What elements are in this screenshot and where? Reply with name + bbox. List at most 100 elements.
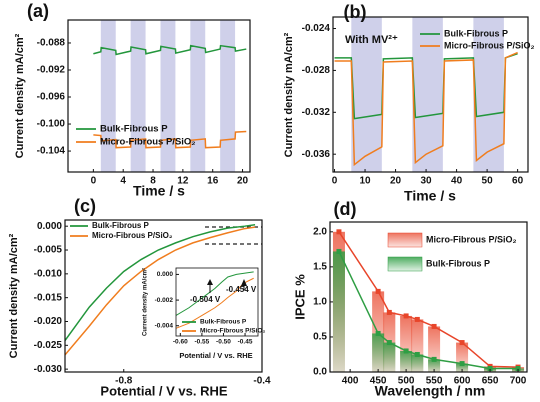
- series-line: [176, 271, 254, 316]
- annotation: -0.454 V: [226, 285, 257, 294]
- x-tick-label: -0.60: [173, 339, 188, 346]
- y-tick-label: -0.002: [155, 297, 174, 304]
- bar: [428, 359, 441, 372]
- x-tick-label: 0: [332, 176, 338, 187]
- panel: 0 4 8 12 16 20 -0.088 -0.092 -0.096 -0.100 -0.104 (…: [14, 1, 251, 199]
- panel-title: (a): [27, 1, 49, 21]
- annotation: With MV²⁺: [345, 34, 398, 46]
- y-tick-label: -0.015: [34, 292, 63, 303]
- legend-label: Micro-Fibrous P/SiO₂: [92, 231, 173, 240]
- marker: [336, 248, 342, 254]
- series-line: [93, 130, 247, 149]
- x-tick-label: 12: [177, 176, 189, 187]
- annotation: -0.504 V: [190, 295, 221, 304]
- axes-frame: [175, 267, 259, 337]
- legend-label: Bulk-Fibrous P: [444, 28, 508, 38]
- marker: [414, 316, 420, 322]
- x-axis-label: Time / s: [404, 188, 456, 204]
- x-tick-label: 4: [120, 176, 126, 187]
- y-tick-label: 1.5: [313, 262, 327, 273]
- x-tick-label: 650: [482, 376, 499, 387]
- marker: [403, 313, 409, 319]
- x-tick-label: 60: [512, 176, 524, 187]
- axes-frame: [329, 221, 528, 373]
- marker: [487, 365, 493, 371]
- bar: [456, 363, 469, 372]
- light-on-band: [220, 20, 236, 172]
- marker: [414, 351, 420, 357]
- marker: [403, 348, 409, 354]
- marker: [336, 229, 342, 235]
- series-line: [93, 44, 247, 56]
- y-tick-label: -0.020: [34, 316, 63, 327]
- y-tick-label: -0.028: [302, 65, 331, 76]
- y-tick-label: 2.0: [313, 226, 327, 237]
- y-axis-label: Current density mA/cm²: [142, 268, 149, 336]
- series-line: [65, 226, 256, 356]
- plot-area: [334, 17, 518, 172]
- y-axis-label: IPCE %: [292, 274, 307, 320]
- series-line: [334, 52, 518, 120]
- series-line: [176, 277, 254, 329]
- legend-swatch: [387, 232, 423, 248]
- axes-frame: [67, 19, 251, 173]
- y-tick-label: -0.025: [34, 340, 63, 351]
- legend-swatch: [387, 256, 423, 272]
- marker: [386, 340, 392, 346]
- x-tick-label: -0.55: [194, 339, 209, 346]
- legend-label: Micro-Fibrous P/SiO₂: [100, 137, 196, 148]
- panel: -0.60 -0.55 -0.50 -0.45 0.000 -0.002 -0.004 Pot…: [142, 267, 265, 360]
- x-tick-label: -0.45: [238, 339, 253, 346]
- y-axis-label: Current density mA/cm²: [14, 33, 26, 158]
- x-axis-label: Potential / V vs. RHE: [100, 383, 227, 398]
- light-on-band: [100, 20, 116, 172]
- legend-label: Bulk-Fibrous P: [92, 221, 150, 230]
- y-tick-label: -0.004: [155, 322, 174, 329]
- x-axis-label: Time / s: [133, 183, 185, 199]
- y-axis-label: Current density mA/cm²: [283, 32, 295, 157]
- bar: [411, 354, 424, 372]
- y-tick-label: -0.036: [302, 149, 331, 160]
- y-axis-label: Current density mA/cm²: [8, 233, 20, 358]
- bar: [372, 333, 385, 372]
- y-tick-label: 0.0: [313, 367, 327, 378]
- marker: [515, 365, 521, 371]
- legend-label: Bulk-Fibrous P: [100, 124, 168, 135]
- light-on-band: [412, 17, 443, 172]
- y-tick-label: -0.088: [37, 38, 66, 49]
- axes-frame: [64, 219, 263, 373]
- light-on-band: [351, 17, 382, 172]
- plot-area: [176, 271, 254, 329]
- x-tick-label: 700: [510, 376, 527, 387]
- legend-label: Bulk-Fibrous P: [200, 319, 247, 326]
- y-tick-label: -0.092: [37, 65, 66, 76]
- marker: [375, 330, 381, 336]
- x-tick-label: 550: [426, 376, 443, 387]
- x-tick-label: 20: [390, 176, 402, 187]
- light-on-band: [190, 20, 206, 172]
- panel-title: (b): [344, 2, 367, 22]
- x-tick-label: 0: [91, 176, 97, 187]
- x-tick-label: 500: [398, 376, 415, 387]
- bar: [383, 342, 396, 372]
- x-tick-label: -0.8: [115, 376, 133, 387]
- plot-area: [93, 20, 247, 172]
- x-tick-label: 8: [150, 176, 156, 187]
- panel: 400 450 500 550 600 650 700 0.0 0.5 1.0 1.5 2.0 (d) W…: [292, 199, 528, 399]
- legend-label: Micro-Fibrous P/SiO₂: [200, 328, 265, 335]
- y-tick-label: 0.5: [313, 332, 327, 343]
- panel: 0 10 20 30 40 50 60 -0.024 -0.028 -0.032 -0.036 (b)…: [283, 2, 535, 204]
- y-tick-label: -0.100: [37, 119, 66, 130]
- series-line: [65, 224, 256, 341]
- marker: [375, 288, 381, 294]
- x-tick-label: 20: [237, 176, 249, 187]
- x-tick-label: 450: [370, 376, 387, 387]
- x-axis-label: Potential / V vs. RHE: [179, 351, 252, 360]
- marker: [459, 361, 465, 367]
- y-tick-label: -0.024: [302, 23, 331, 34]
- x-tick-label: 30: [421, 176, 433, 187]
- arrow-head: [241, 279, 247, 286]
- series-line: [334, 51, 518, 167]
- marker: [431, 323, 437, 329]
- x-tick-label: 40: [451, 176, 463, 187]
